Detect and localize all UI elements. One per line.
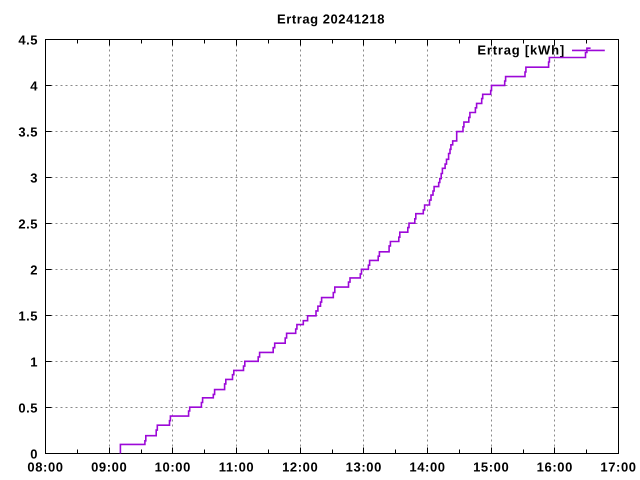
svg-text:12:00: 12:00: [282, 460, 318, 475]
svg-text:0: 0: [30, 447, 38, 462]
svg-text:10:00: 10:00: [155, 460, 191, 475]
svg-text:1: 1: [30, 355, 38, 370]
svg-text:14:00: 14:00: [409, 460, 445, 475]
svg-text:08:00: 08:00: [27, 460, 63, 475]
svg-text:3.5: 3.5: [18, 125, 38, 140]
svg-text:4: 4: [30, 79, 38, 94]
svg-text:13:00: 13:00: [346, 460, 382, 475]
svg-text:2.5: 2.5: [18, 217, 38, 232]
svg-text:16:00: 16:00: [537, 460, 573, 475]
svg-text:Ertrag [kWh]: Ertrag [kWh]: [477, 43, 565, 58]
svg-text:0.5: 0.5: [18, 401, 38, 416]
svg-text:2: 2: [30, 263, 38, 278]
svg-text:1.5: 1.5: [18, 309, 38, 324]
svg-text:17:00: 17:00: [600, 460, 636, 475]
svg-text:Ertrag 20241218: Ertrag 20241218: [277, 12, 385, 27]
svg-text:11:00: 11:00: [219, 460, 255, 475]
svg-text:09:00: 09:00: [91, 460, 127, 475]
svg-text:3: 3: [30, 171, 38, 186]
svg-text:15:00: 15:00: [473, 460, 509, 475]
svg-text:4.5: 4.5: [18, 33, 38, 48]
